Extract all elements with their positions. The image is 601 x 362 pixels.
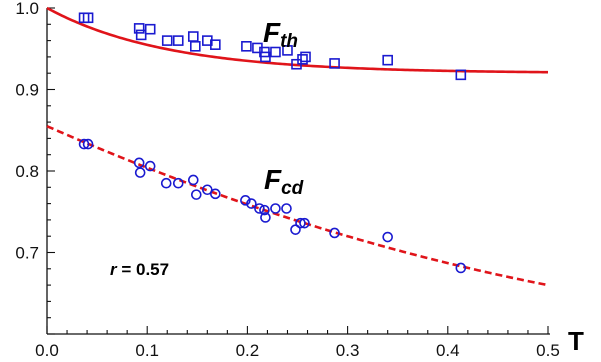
marker-fcd [134,167,146,178]
marker-fcd [382,231,393,243]
marker-fcd [260,212,271,223]
y-tick-label: 0.7 [15,244,39,263]
marker-fth [210,39,221,50]
series-label-fth-main: F [263,17,281,48]
marker-fcd [202,184,213,196]
marker-fcd [299,217,310,229]
x-tick-label: 0.4 [436,341,460,360]
y-tick-label: 0.8 [15,162,39,181]
x-tick-label: 0.2 [236,341,260,360]
marker-fth [82,12,94,24]
y-tick-label: 1.0 [15,0,39,18]
x-tick-label: 0.0 [35,341,59,360]
marker-fth [161,35,173,46]
r-annotation: r = 0.57 [110,260,169,279]
x-tick-label: 0.1 [135,341,159,360]
marker-fcd [78,138,90,150]
y-tick-label: 0.9 [15,81,39,100]
marker-fth [282,45,293,56]
r-annotation-value: = 0.57 [117,260,169,279]
marker-fth [455,69,467,81]
marker-fth [329,58,340,69]
series-label-fcd-sub: cd [281,178,304,199]
marker-fth [189,41,201,52]
marker-fcd [133,157,145,169]
x-tick-label: 0.5 [536,341,560,360]
marker-fcd [187,174,199,186]
r-annotation-symbol: r [110,260,118,279]
marker-fcd [270,203,281,214]
marker-fth [270,46,281,58]
x-axis-title: T [568,326,584,356]
marker-fcd [329,227,340,239]
marker-fth [297,54,308,65]
marker-fcd [246,198,257,209]
marker-fcd [160,177,172,189]
axes: 0.0 0.1 0.2 0.3 0.4 0.5 0.7 0.8 0.9 1.0 [15,0,559,360]
marker-fth [135,29,147,41]
marker-fcd [172,177,184,189]
marker-fcd [295,217,306,229]
marker-fth [300,51,311,63]
marker-fth [260,51,271,63]
series-label-fcd-main: F [264,164,282,195]
marker-fth [382,54,393,66]
marker-fth [241,41,252,52]
marker-fth [187,31,199,42]
series-label-fth: Fth [263,17,298,52]
fit-curve-fth [46,6,549,74]
series-label-fth-sub: th [280,31,298,52]
marker-fcd [281,203,292,214]
marker-fcd [210,188,221,200]
data-markers [78,12,467,274]
marker-fcd [455,262,467,274]
marker-fcd [290,224,301,235]
marker-fth [133,23,145,34]
marker-fcd [82,138,94,150]
marker-fcd [190,189,202,200]
marker-fcd [144,160,156,172]
marker-fth [172,35,184,46]
marker-fth [144,23,156,35]
marker-fcd [254,203,265,214]
marker-fcd [240,195,251,206]
series-label-fcd: Fcd [264,164,304,199]
x-tick-label: 0.3 [336,341,360,360]
marker-fcd [259,204,270,216]
